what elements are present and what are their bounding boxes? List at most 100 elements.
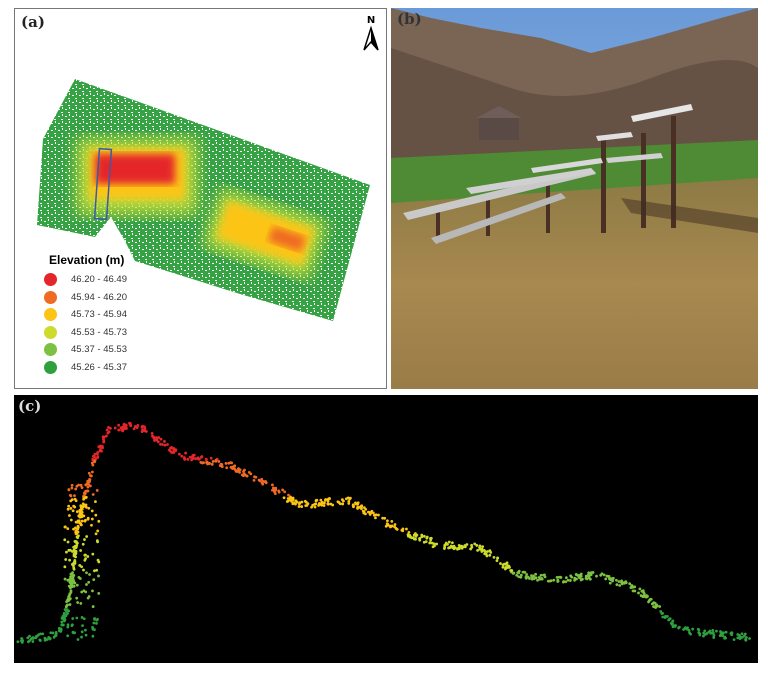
point xyxy=(677,625,681,629)
point xyxy=(76,530,80,534)
point xyxy=(515,573,519,577)
point xyxy=(67,488,71,492)
point xyxy=(748,637,751,640)
point xyxy=(124,423,128,427)
point xyxy=(96,529,100,533)
point xyxy=(208,461,211,465)
point xyxy=(72,527,75,531)
point xyxy=(70,483,74,487)
point xyxy=(219,463,223,467)
point xyxy=(274,488,278,491)
point xyxy=(84,503,88,507)
point xyxy=(394,527,398,530)
point xyxy=(144,430,148,433)
point xyxy=(383,516,387,520)
point xyxy=(428,541,432,545)
point xyxy=(41,632,45,636)
point xyxy=(85,571,88,575)
point xyxy=(66,540,70,544)
point xyxy=(414,535,418,538)
point xyxy=(83,538,86,541)
point xyxy=(96,617,99,621)
point xyxy=(63,525,67,529)
point xyxy=(510,569,514,572)
point xyxy=(698,633,702,637)
point xyxy=(709,631,713,635)
point xyxy=(84,633,88,637)
point xyxy=(125,426,128,430)
point xyxy=(97,560,101,564)
point xyxy=(552,578,556,582)
point xyxy=(90,470,94,474)
point xyxy=(584,574,588,578)
point xyxy=(501,565,505,569)
point xyxy=(566,578,570,582)
legend-swatch xyxy=(44,290,57,304)
elevation-legend: Elevation (m) 46.20 - 46.49 45.94 - 46.20… xyxy=(41,253,127,376)
point xyxy=(313,502,316,506)
point xyxy=(102,435,106,439)
point xyxy=(270,483,274,487)
point xyxy=(233,467,236,471)
point xyxy=(188,455,192,459)
point xyxy=(86,489,90,493)
point xyxy=(69,493,72,497)
point xyxy=(211,460,215,463)
dry-grass xyxy=(391,178,758,389)
point xyxy=(525,573,529,576)
point xyxy=(528,577,531,580)
point xyxy=(648,597,652,601)
panel-a-elevation-map: (a) N xyxy=(14,8,387,389)
point xyxy=(88,573,91,576)
point xyxy=(88,484,92,488)
point xyxy=(86,485,90,489)
point xyxy=(91,589,94,593)
point xyxy=(315,498,319,502)
legend-swatch xyxy=(44,360,57,374)
point xyxy=(93,628,96,631)
point xyxy=(364,507,368,511)
point xyxy=(338,502,342,506)
point xyxy=(492,555,496,559)
legend-item: 45.53 - 45.73 xyxy=(41,324,127,342)
point xyxy=(92,621,96,625)
point xyxy=(689,632,692,636)
point xyxy=(72,573,76,577)
point xyxy=(264,481,268,485)
legend-label: 46.20 - 46.49 xyxy=(71,274,127,286)
point xyxy=(95,621,98,625)
point xyxy=(68,558,72,562)
point xyxy=(502,562,506,566)
point xyxy=(82,568,85,572)
point xyxy=(244,473,247,477)
point xyxy=(90,517,94,521)
point xyxy=(336,500,340,504)
point xyxy=(93,452,97,456)
point xyxy=(617,580,621,583)
point xyxy=(104,434,108,438)
point xyxy=(191,454,195,457)
point xyxy=(80,590,84,594)
point xyxy=(91,463,95,467)
point xyxy=(618,584,622,587)
point xyxy=(129,424,133,428)
point xyxy=(386,519,389,523)
point xyxy=(362,510,366,514)
point xyxy=(75,484,79,488)
point xyxy=(682,628,685,631)
point xyxy=(117,428,121,432)
point xyxy=(79,549,83,552)
point xyxy=(66,612,69,616)
point xyxy=(579,574,583,578)
point xyxy=(91,605,95,608)
point xyxy=(581,577,584,581)
point xyxy=(43,638,47,642)
point xyxy=(117,423,121,427)
point xyxy=(401,527,405,531)
point xyxy=(93,617,97,620)
point xyxy=(80,519,84,523)
panel-b-photo: (b) xyxy=(391,8,758,389)
point xyxy=(360,507,363,511)
point xyxy=(69,575,72,579)
point xyxy=(105,428,109,432)
